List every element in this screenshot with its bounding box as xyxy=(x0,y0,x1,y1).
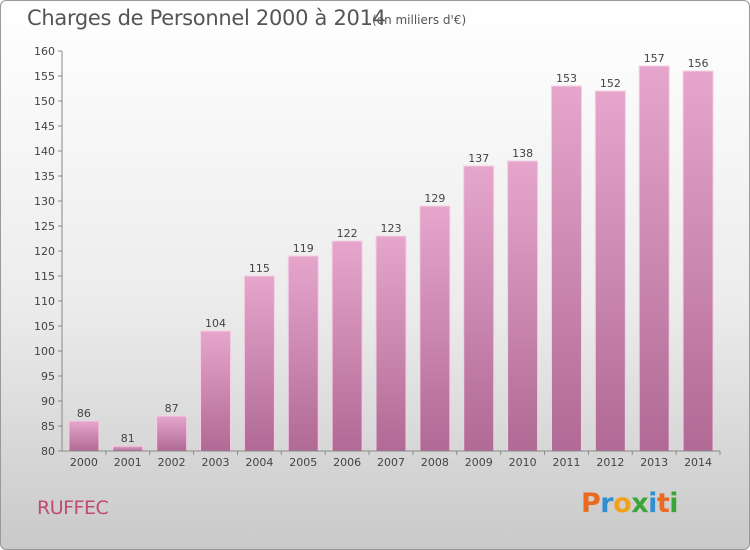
y-tick-label: 150 xyxy=(34,95,55,108)
x-tick-label: 2008 xyxy=(421,456,449,469)
data-label: 87 xyxy=(165,402,179,415)
y-axis: 80 85 90 95 100 105 110 115 120 125 130 135 140 145 15… xyxy=(34,45,63,458)
proxiti-logo[interactable]: Proxiti xyxy=(581,488,679,519)
bar xyxy=(68,420,100,452)
chart-subtitle: (en milliers d'€) xyxy=(372,13,467,27)
y-tick-label: 125 xyxy=(34,220,55,233)
x-tick-label: 2003 xyxy=(202,456,230,469)
bar xyxy=(682,70,714,452)
logo-letter: r xyxy=(600,488,614,519)
data-label: 115 xyxy=(249,262,270,275)
bar xyxy=(638,65,670,452)
bar xyxy=(419,205,451,452)
x-tick-label: 2013 xyxy=(640,456,668,469)
data-label: 138 xyxy=(512,147,533,160)
y-tick-label: 140 xyxy=(34,145,55,158)
bar xyxy=(287,255,319,452)
x-tick-label: 2014 xyxy=(684,456,712,469)
bar xyxy=(375,235,407,452)
x-tick-label: 2001 xyxy=(114,456,142,469)
y-tick-label: 110 xyxy=(34,295,55,308)
x-tick-label: 2009 xyxy=(465,456,493,469)
x-axis: 2000 2001 2002 2003 2004 2005 2006 2007 2008 2009… xyxy=(62,450,721,469)
y-tick-label: 130 xyxy=(34,195,55,208)
bar xyxy=(507,160,539,452)
logo-letter: x xyxy=(631,488,649,519)
bar xyxy=(331,240,363,452)
y-tick-label: 155 xyxy=(34,70,55,83)
x-tick-label: 2006 xyxy=(333,456,361,469)
bar xyxy=(243,275,275,452)
y-tick-label: 90 xyxy=(41,395,55,408)
chart-title: Charges de Personnel 2000 à 2014 xyxy=(27,6,386,30)
bar xyxy=(463,165,495,452)
bar xyxy=(594,90,626,452)
logo-letter: t xyxy=(656,488,670,519)
town-name: RUFFEC xyxy=(37,497,109,519)
data-label: 119 xyxy=(293,242,314,255)
data-label: 81 xyxy=(121,432,135,445)
data-label: 86 xyxy=(77,407,91,420)
x-tick-label: 2012 xyxy=(596,456,624,469)
data-label: 137 xyxy=(468,152,489,165)
bars-group xyxy=(68,65,714,452)
data-label: 152 xyxy=(600,77,621,90)
data-label: 123 xyxy=(381,222,402,235)
x-tick-label: 2005 xyxy=(289,456,317,469)
bar xyxy=(550,85,582,452)
x-tick-label: 2000 xyxy=(70,456,98,469)
x-tick-label: 2002 xyxy=(158,456,186,469)
x-tick-label: 2007 xyxy=(377,456,405,469)
y-tick-label: 95 xyxy=(41,370,55,383)
data-labels-group: 86 81 87 104 115 119 122 123 129 137 138 153 152 157 1… xyxy=(77,52,709,445)
y-tick-label: 105 xyxy=(34,320,55,333)
bar xyxy=(112,445,144,452)
logo-letter: o xyxy=(613,488,632,519)
y-tick-label: 160 xyxy=(34,45,55,58)
y-tick-label: 145 xyxy=(34,120,55,133)
data-label: 157 xyxy=(644,52,665,65)
data-label: 104 xyxy=(205,317,226,330)
y-tick-label: 85 xyxy=(41,420,55,433)
y-tick-label: 120 xyxy=(34,245,55,258)
logo-letter: i xyxy=(648,488,657,519)
x-tick-label: 2010 xyxy=(509,456,537,469)
data-label: 156 xyxy=(688,57,709,70)
logo-letter: P xyxy=(581,488,601,519)
bar xyxy=(200,330,232,452)
data-label: 129 xyxy=(424,192,445,205)
bar xyxy=(156,415,188,452)
y-tick-label: 100 xyxy=(34,345,55,358)
y-tick-label: 115 xyxy=(34,270,55,283)
x-tick-label: 2011 xyxy=(552,456,580,469)
x-tick-label: 2004 xyxy=(245,456,273,469)
y-tick-label: 80 xyxy=(41,445,55,458)
data-label: 122 xyxy=(337,227,358,240)
logo-letter: i xyxy=(669,488,679,519)
y-tick-label: 135 xyxy=(34,170,55,183)
data-label: 153 xyxy=(556,72,577,85)
